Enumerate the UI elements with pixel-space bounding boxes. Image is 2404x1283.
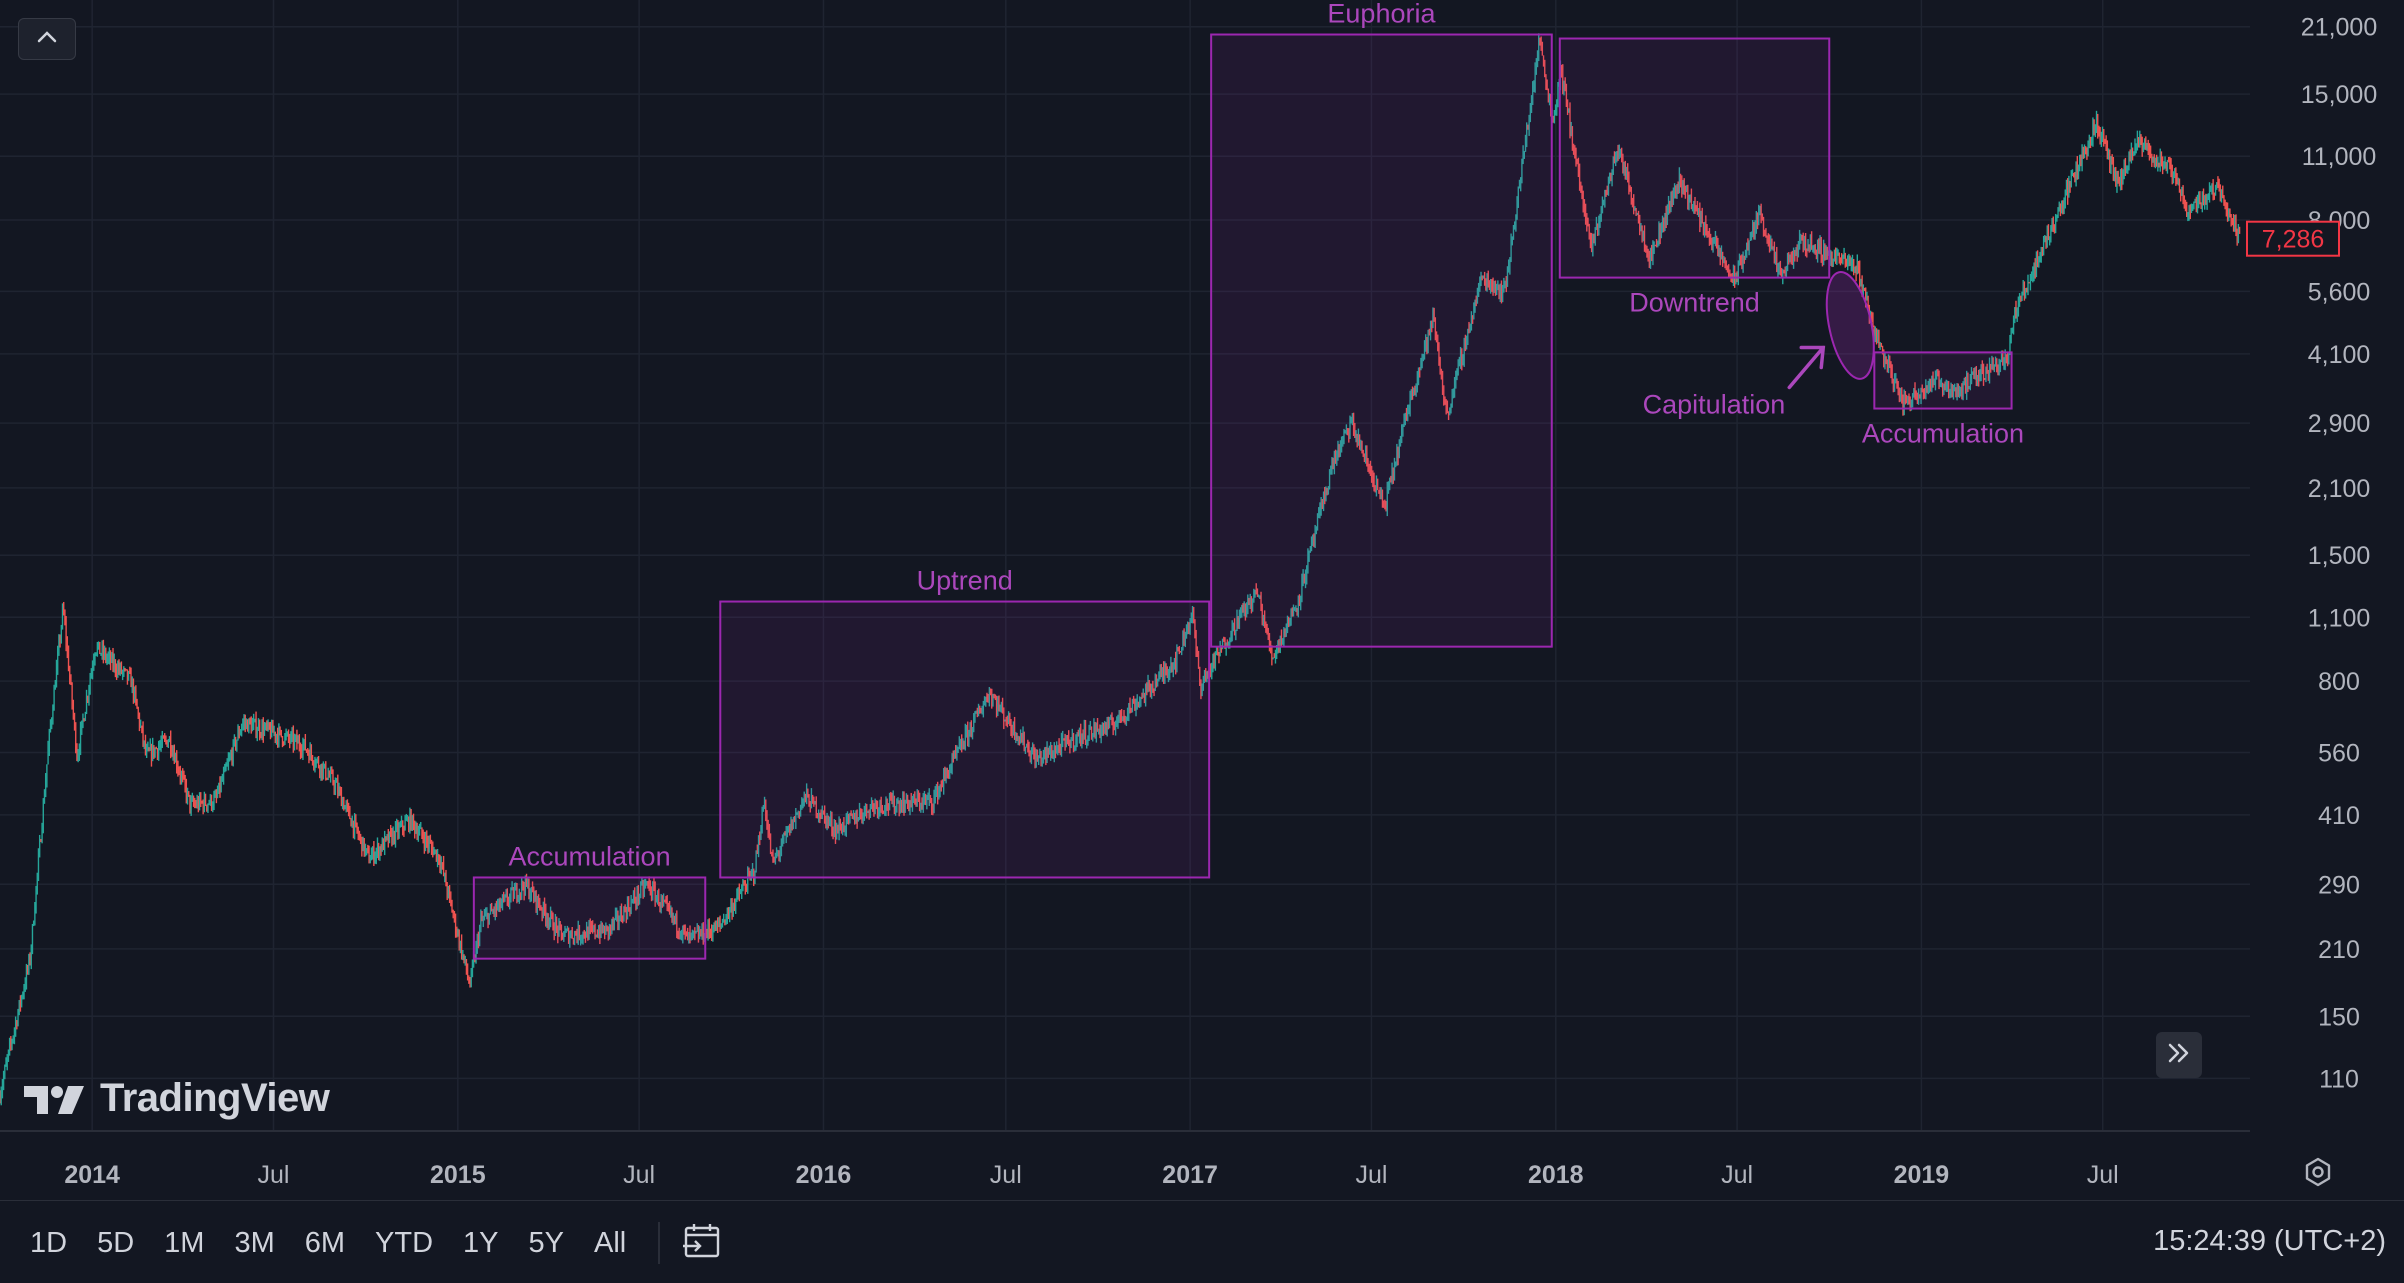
- price-chart[interactable]: Accumulation Uptrend Euphoria Downtrend Capi…: [0, 0, 2404, 1200]
- annotation-accumulation: Accumulation: [472, 841, 707, 960]
- y-tick-label: 1,500: [2308, 542, 2371, 570]
- y-tick-label: 5,600: [2308, 278, 2371, 306]
- chart-settings-button[interactable]: [2298, 1154, 2338, 1194]
- annotation-box: [1873, 351, 2013, 410]
- range-3m-button[interactable]: 3M: [234, 1226, 275, 1259]
- y-tick-label: 2,900: [2308, 410, 2371, 438]
- y-tick-label: 150: [2318, 1003, 2360, 1031]
- range-5y-button[interactable]: 5Y: [528, 1226, 565, 1259]
- y-tick-label: 4,100: [2308, 341, 2371, 369]
- y-tick-label: 210: [2318, 936, 2360, 964]
- annotation-label: Capitulation: [1643, 389, 1786, 419]
- gear-icon: [2303, 1157, 2333, 1192]
- y-tick-label: 560: [2318, 739, 2360, 767]
- go-to-date-button[interactable]: [678, 1219, 726, 1267]
- range-1d-button[interactable]: 1D: [30, 1226, 68, 1259]
- tradingview-logo-icon: [24, 1085, 84, 1114]
- annotation-label: Accumulation: [1862, 419, 2024, 449]
- double-chevron-right-icon: [2167, 1042, 2191, 1069]
- annotation-label: Accumulation: [509, 841, 671, 871]
- tradingview-logo: TradingView: [24, 1076, 330, 1121]
- last-price-label: 7,286: [2262, 226, 2325, 254]
- calendar-goto-icon: [682, 1222, 722, 1265]
- y-tick-label: 110: [2319, 1065, 2359, 1093]
- x-tick-label: 2018: [1528, 1161, 1584, 1189]
- y-tick-label: 1,100: [2308, 604, 2371, 632]
- annotation-capitulation: Capitulation: [1643, 271, 1875, 419]
- y-tick-label: 410: [2318, 802, 2360, 830]
- annotation-box: [719, 600, 1211, 879]
- annotation-label: Downtrend: [1629, 288, 1760, 318]
- x-tick-label: Jul: [258, 1161, 290, 1189]
- bottom-toolbar: 1D 5D 1M 3M 6M YTD 1Y 5Y All 15:24:39 (U…: [0, 1200, 2404, 1283]
- range-6m-button[interactable]: 6M: [304, 1226, 346, 1259]
- x-tick-label: Jul: [623, 1161, 655, 1189]
- annotation-box: [1210, 33, 1553, 648]
- brand-name: TradingView: [100, 1076, 330, 1120]
- annotation-label: Euphoria: [1327, 0, 1436, 29]
- y-tick-label: 15,000: [2301, 81, 2377, 109]
- annotation-uptrend: Uptrend: [719, 566, 1211, 879]
- chart-area[interactable]: Accumulation Uptrend Euphoria Downtrend Capi…: [0, 0, 2404, 1200]
- range-1m-button[interactable]: 1M: [164, 1226, 205, 1259]
- range-5d-button[interactable]: 5D: [97, 1226, 135, 1259]
- y-tick-label: 290: [2318, 871, 2360, 899]
- y-tick-label: 11,000: [2302, 143, 2377, 171]
- x-tick-label: Jul: [1355, 1161, 1387, 1189]
- x-tick-label: Jul: [2087, 1161, 2119, 1189]
- chevron-up-icon: [36, 30, 58, 49]
- x-tick-label: Jul: [990, 1161, 1022, 1189]
- x-tick-label: 2019: [1894, 1161, 1950, 1189]
- annotation-box: [1558, 37, 1831, 279]
- annotation-box: [472, 876, 707, 960]
- range-ytd-button[interactable]: YTD: [375, 1226, 434, 1259]
- annotation-label: Uptrend: [917, 566, 1013, 596]
- y-tick-label: 2,100: [2308, 475, 2371, 503]
- range-1y-button[interactable]: 1Y: [463, 1226, 499, 1259]
- collapse-toolbar-button[interactable]: [18, 18, 76, 60]
- annotation-arrow: [1787, 345, 1826, 390]
- y-tick-label: 800: [2318, 668, 2360, 696]
- annotation-downtrend: Downtrend: [1558, 37, 1831, 318]
- annotation-ellipse: [1825, 271, 1875, 380]
- x-tick-label: 2017: [1162, 1161, 1218, 1189]
- last-price-tag: [2246, 220, 2340, 257]
- clock-timezone[interactable]: 15:24:39 (UTC+2): [2153, 1225, 2386, 1257]
- toolbar-divider: [658, 1222, 661, 1264]
- x-tick-label: 2014: [64, 1161, 120, 1189]
- candles-layer: [0, 33, 2241, 1106]
- y-tick-label: 21,000: [2301, 14, 2377, 42]
- scroll-to-realtime-button[interactable]: [2156, 1032, 2202, 1078]
- date-range-selector: 1D 5D 1M 3M 6M YTD 1Y 5Y All: [16, 1219, 726, 1267]
- annotation-accumulation: Accumulation: [1862, 351, 2024, 449]
- x-tick-label: Jul: [1721, 1161, 1753, 1189]
- x-tick-label: 2016: [796, 1161, 852, 1189]
- range-all-button[interactable]: All: [594, 1226, 627, 1259]
- annotation-euphoria: Euphoria: [1210, 0, 1553, 648]
- x-tick-label: 2015: [430, 1161, 486, 1189]
